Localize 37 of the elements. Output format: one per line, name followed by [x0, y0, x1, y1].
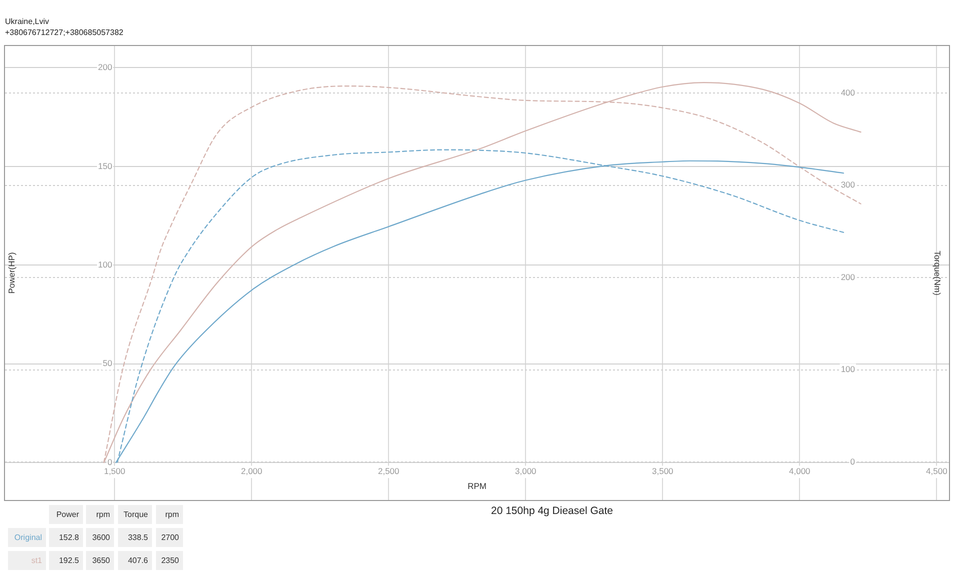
text: 338.5	[118, 528, 152, 548]
y-axis-title: Power(HP)	[6, 252, 16, 294]
text: 192.5	[49, 551, 83, 570]
y2-tick-label: 200	[840, 272, 856, 282]
y-tick-label: 150	[98, 160, 112, 171]
text: Torque	[118, 505, 152, 524]
text: 2350	[156, 551, 183, 570]
y2-axis-title: Torque(Nm)	[932, 250, 943, 296]
text: 3600	[86, 528, 114, 548]
x-tick-label: 2,500	[378, 466, 400, 476]
y2-tick-label: 300	[840, 180, 856, 190]
text: 2700	[156, 528, 183, 548]
x-tick-label: 3,000	[515, 466, 537, 476]
x-tick-label: 4,500	[926, 466, 948, 476]
text: 20 150hp 4g Dieasel Gate	[490, 505, 614, 518]
y2-tick-label: 100	[840, 364, 856, 374]
text: 407.6	[118, 551, 152, 570]
x-tick-label: 2,000	[240, 466, 263, 476]
y-tick-label: 0	[107, 456, 112, 467]
text: 3650	[86, 551, 114, 570]
x-tick-label: 4,000	[789, 466, 811, 476]
x-axis-title: RPM	[468, 481, 486, 492]
text: rpm	[156, 505, 183, 524]
text: rpm	[86, 505, 114, 524]
y2-tick-label: 400	[840, 87, 856, 98]
x-tick-label: 1,500	[104, 466, 126, 476]
text: Original	[8, 528, 46, 548]
text: st1	[8, 551, 46, 570]
x-tick-label: 3,500	[652, 466, 674, 476]
y-tick-label: 50	[102, 358, 112, 368]
text: Ukraine,Lviv	[5, 17, 50, 27]
text: +380676712727;+380685057382	[5, 28, 124, 38]
y-tick-label: 200	[98, 62, 112, 72]
text: Power	[49, 505, 83, 524]
y-tick-label: 100	[98, 259, 112, 270]
text: 152.8	[49, 528, 83, 548]
y2-tick-label: 0	[850, 456, 856, 467]
